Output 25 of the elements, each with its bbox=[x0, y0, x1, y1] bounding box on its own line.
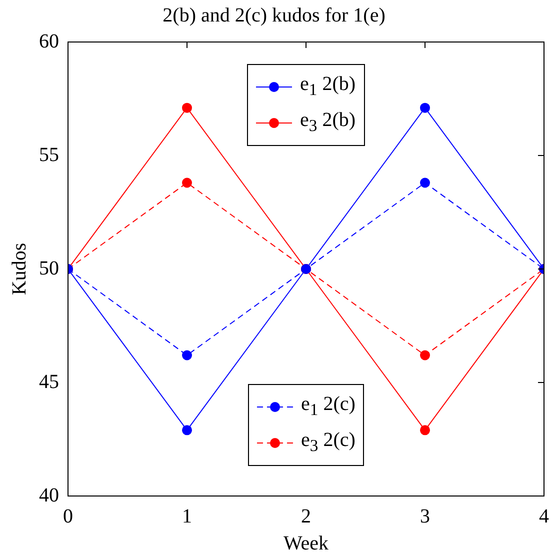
legend-label: e$_{3}$ 2(c) bbox=[301, 428, 356, 457]
x-tick-label: 2 bbox=[301, 505, 311, 528]
point bbox=[420, 102, 430, 113]
x-tick-label: 1 bbox=[182, 505, 192, 528]
point bbox=[182, 425, 192, 436]
point bbox=[182, 102, 192, 113]
legend-label: e$_{1}$ 2(b) bbox=[300, 72, 356, 101]
point bbox=[182, 350, 192, 360]
y-tick-label: 55 bbox=[39, 144, 59, 166]
point bbox=[420, 425, 430, 436]
y-tick-label: 60 bbox=[39, 30, 59, 52]
point bbox=[420, 178, 430, 188]
x-tick-label: 0 bbox=[63, 505, 73, 528]
x-tick-label: 3 bbox=[420, 505, 430, 528]
x-tick-label: 4 bbox=[539, 505, 549, 528]
y-axis-title: Kudos bbox=[8, 242, 30, 296]
point bbox=[420, 350, 430, 360]
point bbox=[182, 178, 192, 188]
chart-title: 2(b) and 2(c) kudos for 1(e) bbox=[162, 4, 386, 26]
y-tick-label: 45 bbox=[39, 370, 59, 393]
y-tick-label: 50 bbox=[39, 257, 59, 280]
x-axis-title: Week bbox=[283, 532, 329, 554]
legend-label: e$_{3}$ 2(b) bbox=[300, 108, 356, 137]
y-tick-label: 40 bbox=[39, 484, 59, 506]
legend-label: e$_{1}$ 2(c) bbox=[301, 392, 356, 421]
